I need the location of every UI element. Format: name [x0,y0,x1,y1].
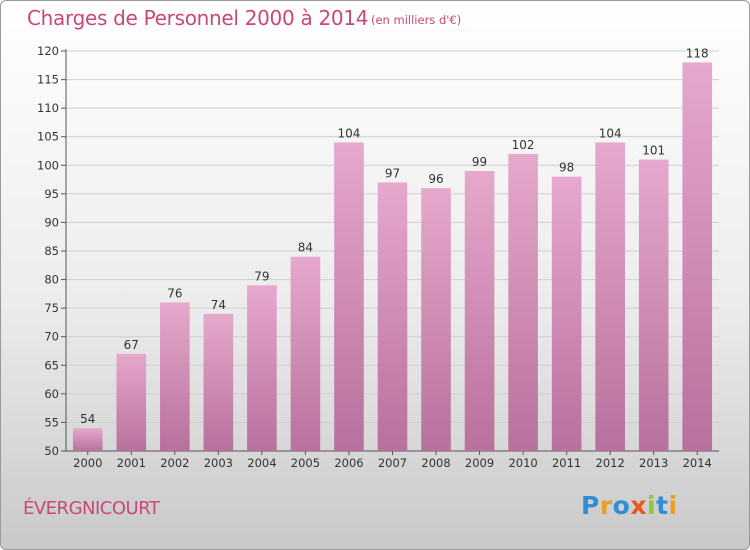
bar-2014 [682,62,713,452]
data-label-2001: 67 [124,338,139,352]
y-tick-label: 50 [44,444,59,458]
x-tick-label-2008: 2008 [421,456,450,470]
bars [72,62,713,452]
y-tick-label: 65 [44,358,59,372]
bar-2008 [421,188,451,451]
y-tick-label: 120 [37,44,59,58]
x-tick-label-2001: 2001 [117,456,146,470]
y-tick-label: 105 [37,130,59,144]
x-tick-label-2007: 2007 [378,456,407,470]
bar-2000 [72,428,103,451]
logo-letter: o [612,491,631,520]
bar-2004 [247,285,277,451]
y-tick-label: 110 [37,101,59,115]
bar-2011 [551,176,582,451]
x-tick-label-2009: 2009 [465,456,494,470]
unit-note: (en milliers d'€) [371,13,462,27]
labels: 50 55 60 65 70 75 80 85 90 95 100 105 110 115 120 54 200… [37,44,712,470]
bar-2002 [160,302,190,451]
logo-letter: t [656,491,669,520]
x-tick-label-2003: 2003 [204,456,233,470]
data-label-2008: 96 [428,172,443,186]
town-name: ÉVERGNICOURT [23,498,160,519]
logo-letter: r [599,491,613,520]
bar-2010 [508,153,538,451]
x-tick-label-2013: 2013 [639,456,668,470]
x-tick-label-2000: 2000 [73,456,102,470]
logo-letter: i [647,491,657,520]
bar-2003 [203,313,234,451]
chart-title: Charges de Personnel 2000 à 2014 [27,6,369,30]
bar-2012 [595,142,625,451]
y-tick-label: 100 [37,158,59,172]
bar-2009 [464,171,495,451]
data-label-2010: 102 [512,138,535,152]
x-tick-label-2005: 2005 [291,456,320,470]
logo-letter: i [668,491,678,520]
data-label-2002: 76 [167,286,182,300]
x-tick-label-2006: 2006 [334,456,363,470]
data-label-2004: 79 [254,269,269,283]
x-tick-label-2011: 2011 [552,456,581,470]
bar-2007 [377,182,408,451]
y-tick-label: 55 [44,415,59,429]
bar-2013 [638,159,669,452]
data-label-2006: 104 [338,126,361,140]
data-label-2013: 101 [642,144,665,158]
x-tick-label-2004: 2004 [247,456,276,470]
data-label-2011: 98 [559,161,574,175]
x-tick-label-2012: 2012 [596,456,625,470]
data-label-2014: 118 [686,46,709,60]
data-label-2012: 104 [599,126,622,140]
x-tick-label-2002: 2002 [160,456,189,470]
y-tick-label: 60 [44,387,59,401]
y-tick-label: 115 [37,73,59,87]
logo-letter: x [630,491,647,520]
proxiti-logo: Proxiti [581,491,678,520]
data-label-2005: 84 [298,241,313,255]
y-tick-label: 85 [44,244,59,258]
data-label-2009: 99 [472,155,487,169]
y-tick-label: 95 [44,187,59,201]
x-tick-label-2014: 2014 [683,456,712,470]
bar-2006 [334,142,364,451]
data-label-2003: 74 [211,298,226,312]
y-tick-label: 80 [44,273,59,287]
bar-2005 [290,256,321,451]
y-tick-label: 75 [44,301,59,315]
data-label-2007: 97 [385,166,400,180]
x-tick-label-2010: 2010 [508,456,537,470]
data-label-2000: 54 [80,412,95,426]
logo-letter: P [581,491,600,520]
y-tick-label: 70 [44,330,59,344]
y-tick-label: 90 [44,215,59,229]
bar-2001 [116,353,147,451]
